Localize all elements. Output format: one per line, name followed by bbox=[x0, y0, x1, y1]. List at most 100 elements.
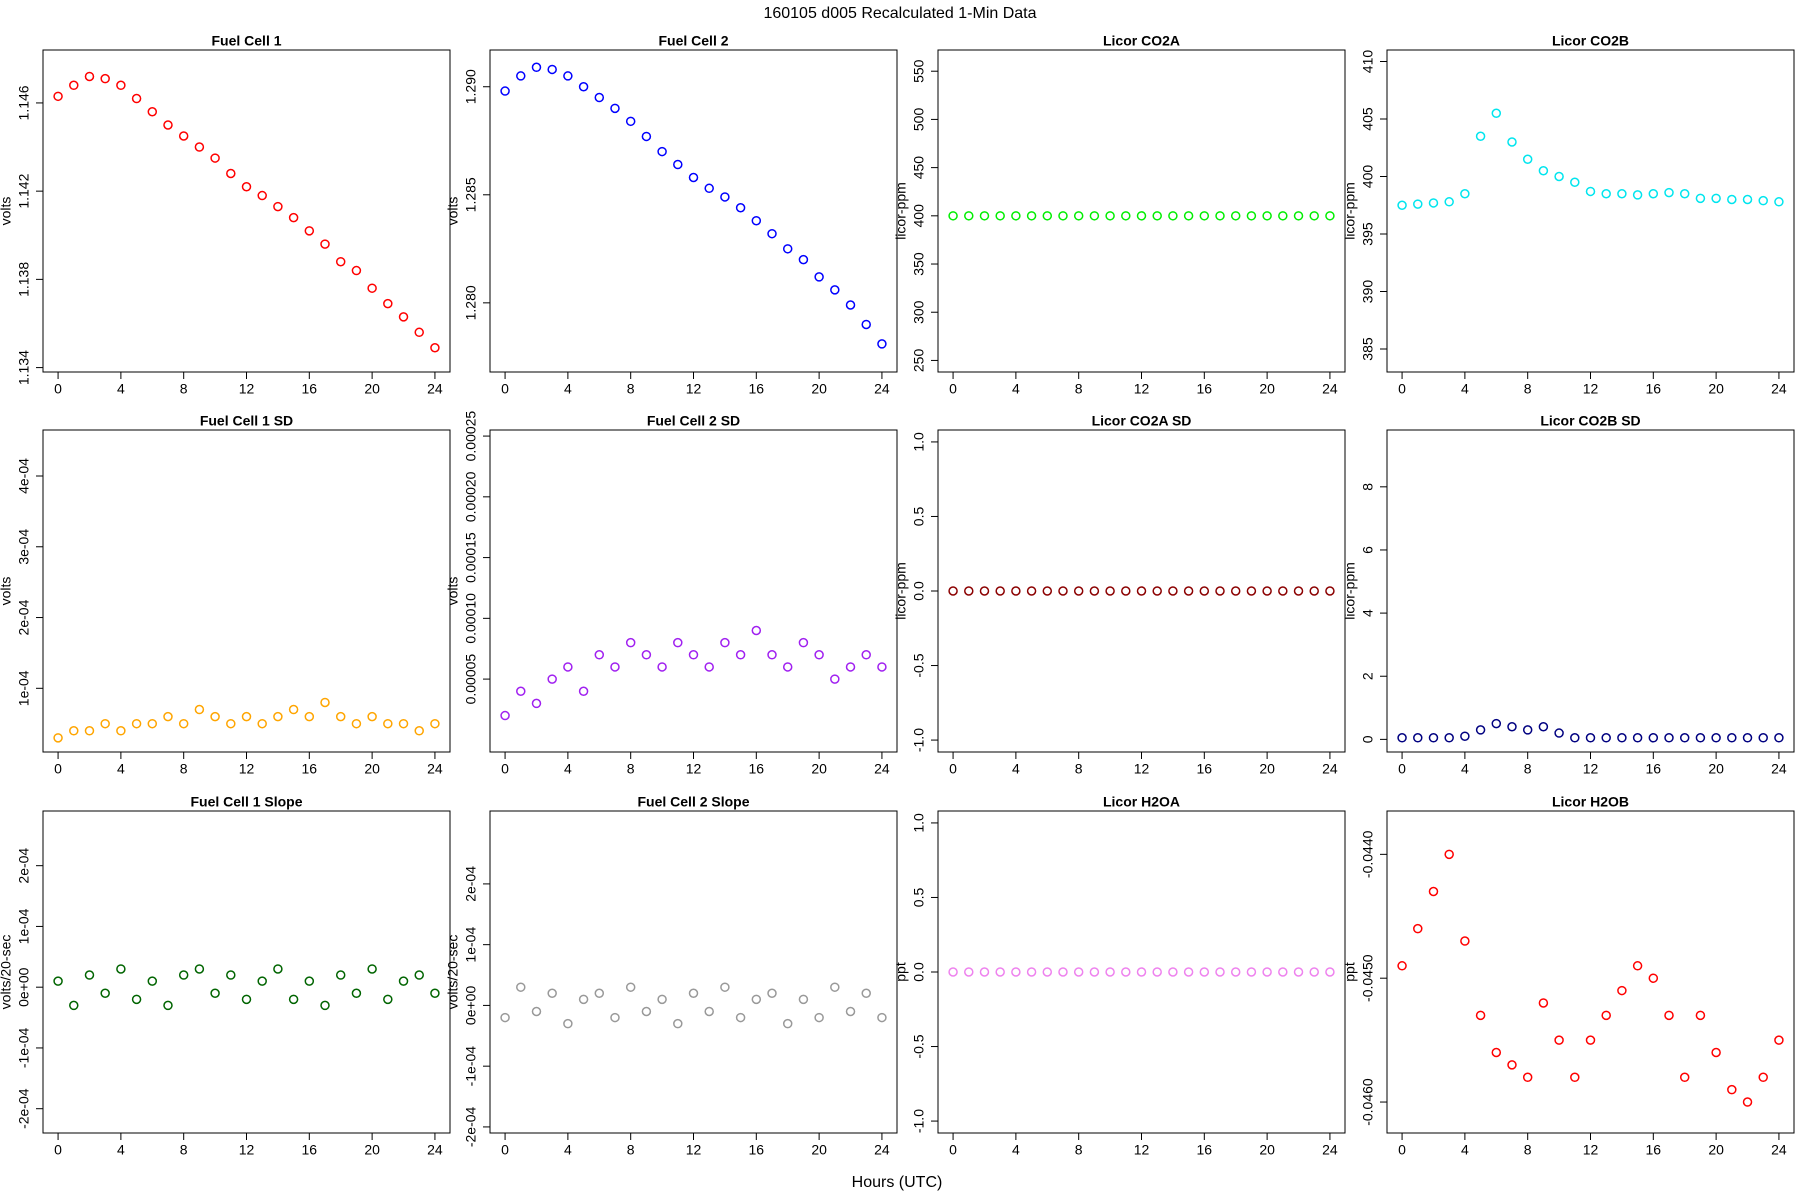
data-point bbox=[798, 994, 809, 1005]
data-point bbox=[1585, 733, 1596, 743]
data-point bbox=[1262, 211, 1272, 221]
x-tick-label: 12 bbox=[1134, 381, 1150, 397]
data-point bbox=[948, 211, 958, 221]
data-point bbox=[1648, 733, 1659, 743]
data-point bbox=[241, 994, 252, 1005]
data-point bbox=[1632, 961, 1643, 971]
y-tick-label: 390 bbox=[1360, 280, 1376, 304]
data-point bbox=[641, 650, 652, 660]
data-point bbox=[516, 71, 526, 81]
data-point bbox=[1554, 728, 1564, 738]
data-point bbox=[1042, 586, 1053, 596]
data-point bbox=[241, 711, 252, 722]
data-point bbox=[830, 674, 840, 684]
data-point bbox=[594, 92, 605, 103]
data-point bbox=[673, 159, 683, 170]
data-point bbox=[1121, 211, 1131, 221]
data-point bbox=[226, 970, 236, 980]
x-tick-label: 24 bbox=[1322, 761, 1338, 777]
data-point bbox=[1727, 733, 1737, 743]
y-tick-label: -0.5 bbox=[911, 653, 927, 677]
data-point bbox=[547, 988, 557, 999]
data-point bbox=[782, 662, 793, 672]
data-point bbox=[735, 650, 746, 660]
panel-title: Fuel Cell 2 SD bbox=[647, 413, 740, 429]
x-tick-label: 0 bbox=[949, 761, 957, 777]
plot-frame bbox=[489, 429, 898, 753]
data-point bbox=[1774, 197, 1784, 207]
x-tick-label: 8 bbox=[1524, 1142, 1532, 1158]
x-tick-label: 4 bbox=[1461, 381, 1469, 397]
data-point bbox=[1215, 586, 1225, 596]
y-axis-label: licor-ppm bbox=[1342, 562, 1358, 620]
y-tick-label: 1.290 bbox=[463, 69, 479, 104]
data-point bbox=[335, 970, 346, 980]
data-point bbox=[861, 319, 871, 330]
data-point bbox=[1293, 967, 1304, 977]
x-tick-label: 24 bbox=[427, 1142, 443, 1158]
data-point bbox=[1168, 211, 1178, 221]
data-point bbox=[1058, 967, 1068, 977]
data-point bbox=[964, 967, 974, 977]
x-tick-label: 24 bbox=[1771, 1142, 1787, 1158]
data-point bbox=[304, 711, 315, 722]
x-tick-label: 16 bbox=[1646, 381, 1662, 397]
y-tick-label: 1.142 bbox=[16, 173, 32, 208]
data-point bbox=[1601, 189, 1611, 199]
data-point bbox=[1522, 154, 1533, 164]
data-point bbox=[877, 339, 887, 349]
data-point bbox=[194, 964, 205, 974]
data-point bbox=[1664, 187, 1674, 198]
data-point bbox=[1230, 211, 1241, 221]
y-tick-label: 4e-04 bbox=[16, 458, 32, 494]
y-axis-label: volts bbox=[0, 197, 14, 226]
data-point bbox=[751, 625, 762, 636]
x-tick-label: 8 bbox=[1524, 761, 1532, 777]
data-point bbox=[641, 131, 652, 142]
data-point bbox=[673, 1018, 683, 1029]
data-point bbox=[398, 312, 409, 322]
data-point bbox=[1742, 1097, 1753, 1107]
x-axis-label: Hours (UTC) bbox=[852, 1174, 943, 1191]
data-point bbox=[625, 637, 636, 648]
data-point bbox=[657, 994, 667, 1005]
data-point bbox=[257, 190, 267, 201]
x-tick-label: 8 bbox=[1075, 761, 1083, 777]
data-point bbox=[1136, 586, 1147, 596]
y-axis-label: licor-ppm bbox=[893, 182, 909, 240]
x-tick-label: 4 bbox=[1461, 761, 1469, 777]
data-point bbox=[1522, 1072, 1533, 1083]
data-point bbox=[383, 718, 393, 729]
data-point bbox=[1183, 211, 1194, 221]
y-tick-label: 1.280 bbox=[463, 285, 479, 320]
data-point bbox=[547, 674, 557, 684]
data-point bbox=[1413, 923, 1423, 934]
data-point bbox=[979, 586, 990, 596]
data-point bbox=[1215, 967, 1225, 977]
data-point bbox=[1554, 1035, 1564, 1045]
x-tick-label: 0 bbox=[1398, 761, 1406, 777]
data-point bbox=[1679, 733, 1690, 743]
x-tick-label: 8 bbox=[627, 381, 635, 397]
data-point bbox=[1073, 211, 1084, 221]
y-tick-label: 1.138 bbox=[16, 262, 32, 297]
data-point bbox=[720, 982, 730, 992]
data-point bbox=[1105, 211, 1115, 221]
data-point bbox=[1230, 967, 1241, 977]
data-point bbox=[1397, 733, 1407, 743]
data-point bbox=[782, 1018, 793, 1029]
x-tick-label: 0 bbox=[949, 381, 957, 397]
data-point bbox=[1617, 733, 1627, 743]
x-tick-label: 8 bbox=[180, 761, 188, 777]
data-point bbox=[69, 1000, 79, 1011]
data-point bbox=[1105, 967, 1115, 977]
data-point bbox=[1293, 586, 1304, 596]
data-point bbox=[1460, 731, 1470, 741]
data-point bbox=[735, 1012, 746, 1023]
panel-title: Licor CO2A bbox=[1103, 33, 1180, 49]
data-point bbox=[500, 710, 510, 721]
y-tick-label: 0.0 bbox=[911, 581, 927, 601]
data-point bbox=[116, 726, 126, 736]
plot-frame bbox=[42, 429, 451, 753]
data-point bbox=[673, 637, 683, 648]
